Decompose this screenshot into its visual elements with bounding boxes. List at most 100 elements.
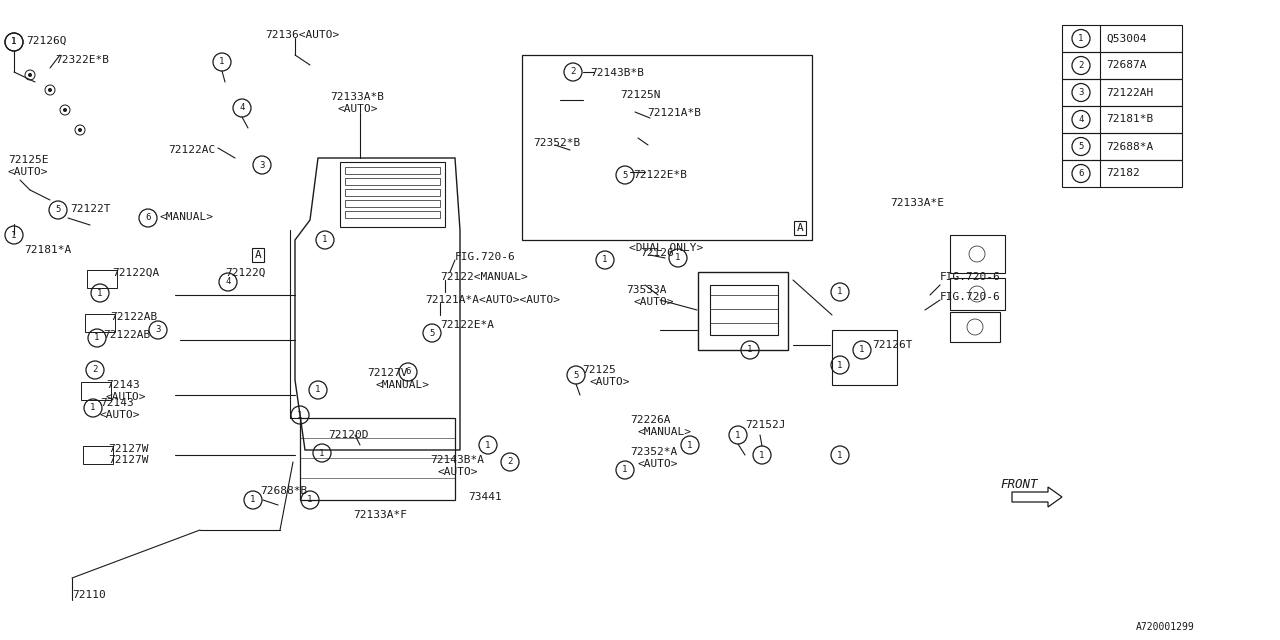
Text: 3: 3 — [1078, 88, 1084, 97]
Text: 2: 2 — [1078, 61, 1084, 70]
Text: 72120D: 72120D — [328, 430, 369, 440]
Text: 3: 3 — [260, 161, 265, 170]
Text: 72322E*B: 72322E*B — [55, 55, 109, 65]
Text: 72181*A: 72181*A — [24, 245, 72, 255]
Text: 72122AH: 72122AH — [1106, 88, 1153, 97]
Text: 1: 1 — [319, 449, 325, 458]
Text: 72133A*E: 72133A*E — [890, 198, 945, 208]
Text: 4: 4 — [1078, 115, 1084, 124]
Text: 1: 1 — [603, 255, 608, 264]
Bar — [346, 200, 440, 207]
Text: 6: 6 — [1078, 169, 1084, 178]
Text: 1: 1 — [622, 465, 627, 474]
Text: 1: 1 — [837, 451, 842, 460]
Text: 1: 1 — [315, 385, 321, 394]
Bar — [346, 211, 440, 218]
Text: 1: 1 — [95, 333, 100, 342]
Text: <AUTO>: <AUTO> — [106, 392, 146, 402]
Bar — [698, 272, 788, 350]
Text: 72143: 72143 — [100, 398, 133, 408]
Text: 1: 1 — [1078, 34, 1084, 43]
Bar — [81, 382, 111, 400]
Text: <AUTO>: <AUTO> — [637, 459, 678, 469]
Text: 72136<AUTO>: 72136<AUTO> — [265, 30, 339, 40]
Bar — [1062, 52, 1181, 79]
Text: 72127W: 72127W — [108, 455, 148, 465]
Text: 72133A*F: 72133A*F — [353, 510, 407, 520]
Text: FIG.720-6: FIG.720-6 — [454, 252, 516, 262]
Text: 1: 1 — [735, 431, 741, 440]
Text: 5: 5 — [622, 170, 627, 179]
Text: 1: 1 — [323, 236, 328, 244]
Text: <MANUAL>: <MANUAL> — [637, 427, 692, 437]
Circle shape — [28, 73, 32, 77]
Text: 72122Q: 72122Q — [225, 268, 265, 278]
Bar — [522, 55, 812, 240]
Text: 72122E*B: 72122E*B — [634, 170, 687, 180]
Bar — [710, 285, 778, 335]
Text: <DUAL ONLY>: <DUAL ONLY> — [628, 243, 703, 253]
Text: 72122AB: 72122AB — [102, 330, 150, 340]
Text: 72110: 72110 — [72, 590, 106, 600]
Text: 72143B*A: 72143B*A — [430, 455, 484, 465]
Text: FIG.720-6: FIG.720-6 — [940, 292, 1001, 302]
Text: A: A — [255, 250, 261, 260]
Text: <AUTO>: <AUTO> — [634, 297, 675, 307]
Text: A: A — [796, 223, 804, 233]
Bar — [346, 178, 440, 185]
Text: 4: 4 — [239, 104, 244, 113]
Text: 72125E: 72125E — [8, 155, 49, 165]
Text: 4: 4 — [225, 278, 230, 287]
Text: <AUTO>: <AUTO> — [438, 467, 479, 477]
Text: 72182: 72182 — [1106, 168, 1139, 179]
Text: 2: 2 — [507, 458, 513, 467]
Bar — [950, 235, 1005, 273]
Bar — [1062, 160, 1181, 187]
Bar — [340, 162, 445, 227]
Bar — [950, 312, 1000, 342]
Bar — [1062, 25, 1181, 52]
Text: <MANUAL>: <MANUAL> — [160, 212, 214, 222]
Text: 72122T: 72122T — [70, 204, 110, 214]
Text: <AUTO>: <AUTO> — [8, 167, 49, 177]
Text: 1: 1 — [12, 230, 17, 239]
Text: 5: 5 — [55, 205, 60, 214]
Text: 72125N: 72125N — [620, 90, 660, 100]
Text: 73441: 73441 — [468, 492, 502, 502]
Text: 1: 1 — [485, 440, 490, 449]
Bar — [300, 418, 454, 500]
Text: 72126: 72126 — [640, 248, 673, 258]
Text: 3: 3 — [155, 326, 161, 335]
Text: 1: 1 — [12, 38, 17, 47]
Bar — [1062, 106, 1181, 133]
Bar — [83, 446, 113, 464]
Text: 1: 1 — [251, 495, 256, 504]
Text: A720001299: A720001299 — [1137, 622, 1196, 632]
Text: 1: 1 — [12, 38, 17, 47]
Text: 72125: 72125 — [582, 365, 616, 375]
Text: 72121A*A<AUTO><AUTO>: 72121A*A<AUTO><AUTO> — [425, 295, 561, 305]
Text: <MANUAL>: <MANUAL> — [375, 380, 429, 390]
Text: Q53004: Q53004 — [1106, 33, 1147, 44]
Text: 1: 1 — [837, 287, 842, 296]
Text: 72688*B: 72688*B — [260, 486, 307, 496]
Bar — [87, 270, 116, 288]
Text: 72127V: 72127V — [367, 368, 407, 378]
Text: 72122E*A: 72122E*A — [440, 320, 494, 330]
Text: 1: 1 — [676, 253, 681, 262]
Text: 72126T: 72126T — [872, 340, 913, 350]
Text: <AUTO>: <AUTO> — [338, 104, 379, 114]
Text: 72181*B: 72181*B — [1106, 115, 1153, 125]
Circle shape — [49, 88, 52, 92]
Text: 1: 1 — [297, 410, 302, 419]
Text: 1: 1 — [97, 289, 102, 298]
Text: 5: 5 — [429, 328, 435, 337]
Text: 72122QA: 72122QA — [113, 268, 159, 278]
Text: 72121A*B: 72121A*B — [646, 108, 701, 118]
Text: 72126Q: 72126Q — [26, 36, 67, 46]
Circle shape — [78, 128, 82, 132]
Text: 72122<MANUAL>: 72122<MANUAL> — [440, 272, 527, 282]
Bar — [832, 330, 897, 385]
Text: 72127W: 72127W — [108, 444, 148, 454]
Bar — [84, 314, 115, 332]
